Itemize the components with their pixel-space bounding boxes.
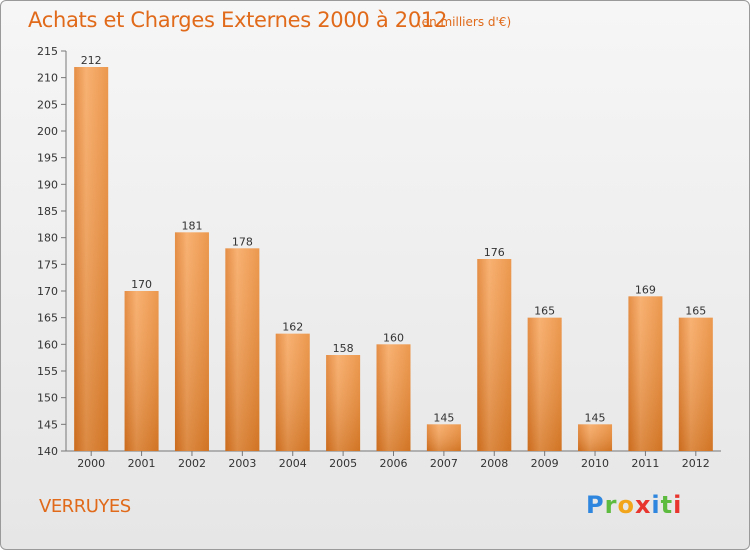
x-tick-label: 2002 xyxy=(178,457,206,470)
bar-shade-2006 xyxy=(376,344,411,451)
y-tick-label: 180 xyxy=(37,232,58,245)
data-label: 165 xyxy=(534,305,555,318)
data-label: 181 xyxy=(181,219,202,232)
bar-shade-2001 xyxy=(124,291,159,451)
bar-shade-2012 xyxy=(678,317,713,451)
y-tick-label: 150 xyxy=(37,392,58,405)
data-label: 145 xyxy=(433,411,454,424)
x-tick-label: 2005 xyxy=(329,457,357,470)
data-label: 145 xyxy=(585,411,606,424)
x-tick-label: 2010 xyxy=(581,457,609,470)
bar-shade-2000 xyxy=(74,67,109,451)
x-tick-label: 2003 xyxy=(228,457,256,470)
y-tick-label: 155 xyxy=(37,365,58,378)
logo-letter: r xyxy=(604,491,618,519)
y-tick-label: 215 xyxy=(37,45,58,58)
bar-shade-2002 xyxy=(174,232,209,451)
data-label: 169 xyxy=(635,283,656,296)
bar-shade-2005 xyxy=(326,355,361,451)
y-tick-label: 165 xyxy=(37,312,58,325)
y-tick-label: 190 xyxy=(37,178,58,191)
y-tick-label: 140 xyxy=(37,445,58,458)
bar-shade-2008 xyxy=(477,259,512,451)
y-tick-label: 210 xyxy=(37,72,58,85)
data-label: 176 xyxy=(484,246,505,259)
y-tick-label: 185 xyxy=(37,205,58,218)
logo-letter: o xyxy=(617,491,635,519)
x-tick-label: 2000 xyxy=(77,457,105,470)
y-tick-label: 170 xyxy=(37,285,58,298)
x-tick-label: 2007 xyxy=(430,457,458,470)
logo-letter: x xyxy=(634,491,652,519)
x-tick-label: 2009 xyxy=(531,457,559,470)
data-label: 165 xyxy=(685,305,706,318)
y-tick-label: 175 xyxy=(37,258,58,271)
proxiti-logo[interactable]: Proxiti xyxy=(586,491,682,519)
data-label: 158 xyxy=(333,342,354,355)
logo-letter: t xyxy=(660,491,674,519)
logo-letter: i xyxy=(673,491,683,519)
y-tick-label: 205 xyxy=(37,98,58,111)
data-label: 212 xyxy=(81,54,102,67)
x-tick-label: 2001 xyxy=(128,457,156,470)
bar-shade-2004 xyxy=(275,333,310,451)
x-tick-label: 2012 xyxy=(682,457,710,470)
data-label: 170 xyxy=(131,278,152,291)
bar-shade-2009 xyxy=(527,317,562,451)
x-tick-label: 2008 xyxy=(480,457,508,470)
data-label: 162 xyxy=(282,321,303,334)
data-label: 178 xyxy=(232,235,253,248)
y-tick-label: 195 xyxy=(37,152,58,165)
place-name: VERRUYES xyxy=(39,496,131,517)
chart-subtitle: (en milliers d'€) xyxy=(417,15,512,29)
y-tick-label: 200 xyxy=(37,125,58,138)
bar-shade-2007 xyxy=(426,424,461,451)
y-tick-label: 145 xyxy=(37,418,58,431)
logo-letter: P xyxy=(586,491,605,519)
y-tick-label: 160 xyxy=(37,338,58,351)
bar-shade-2003 xyxy=(225,248,260,451)
bar-shade-2010 xyxy=(578,424,613,451)
chart-title: Achats et Charges Externes 2000 à 2012 xyxy=(28,8,448,32)
logo-letter: i xyxy=(651,491,661,519)
x-tick-label: 2006 xyxy=(380,457,408,470)
data-label: 160 xyxy=(383,331,404,344)
x-tick-label: 2011 xyxy=(631,457,659,470)
x-tick-label: 2004 xyxy=(279,457,307,470)
bar-shade-2011 xyxy=(628,296,663,451)
